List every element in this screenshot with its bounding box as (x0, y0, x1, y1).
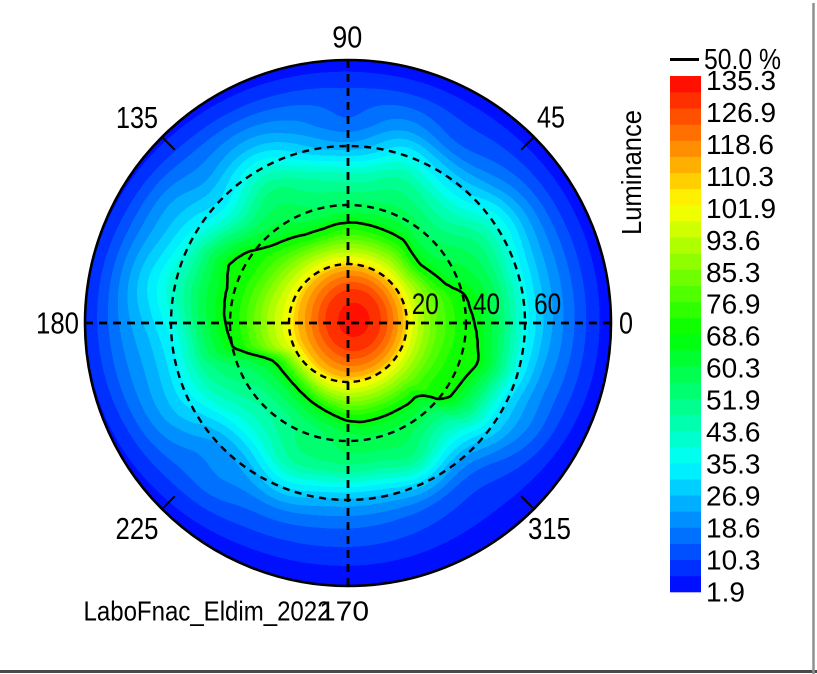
svg-text:170: 170 (319, 596, 369, 627)
svg-text:68.6: 68.6 (706, 321, 761, 352)
svg-text:90: 90 (332, 20, 362, 55)
svg-text:93.6: 93.6 (706, 225, 761, 256)
svg-text:1.9: 1.9 (706, 576, 745, 607)
svg-text:126.9: 126.9 (706, 97, 776, 128)
svg-text:118.6: 118.6 (706, 129, 774, 160)
svg-text:35.3: 35.3 (706, 449, 761, 480)
svg-text:LaboFnac_Eldim_2022: LaboFnac_Eldim_2022 (84, 596, 331, 627)
svg-text:20: 20 (412, 288, 439, 321)
svg-text:51.9: 51.9 (706, 385, 761, 416)
svg-text:0: 0 (619, 306, 633, 341)
svg-text:180: 180 (36, 306, 79, 341)
svg-text:43.6: 43.6 (706, 417, 761, 448)
svg-text:50.0 %: 50.0 % (704, 44, 781, 76)
svg-text:Luminance: Luminance (616, 110, 647, 235)
svg-text:85.3: 85.3 (706, 257, 761, 288)
svg-text:10.3: 10.3 (706, 544, 761, 575)
svg-text:45: 45 (537, 100, 565, 135)
svg-text:40: 40 (473, 288, 500, 321)
svg-text:18.6: 18.6 (706, 512, 761, 543)
svg-text:110.3: 110.3 (706, 161, 774, 192)
svg-text:225: 225 (116, 511, 159, 546)
svg-text:101.9: 101.9 (706, 193, 776, 224)
svg-text:135.3: 135.3 (706, 65, 776, 96)
svg-text:60: 60 (534, 288, 561, 321)
svg-text:60.3: 60.3 (706, 353, 761, 384)
svg-text:26.9: 26.9 (706, 481, 761, 512)
svg-text:76.9: 76.9 (706, 289, 761, 320)
svg-text:315: 315 (528, 511, 571, 546)
svg-text:135: 135 (116, 100, 158, 135)
